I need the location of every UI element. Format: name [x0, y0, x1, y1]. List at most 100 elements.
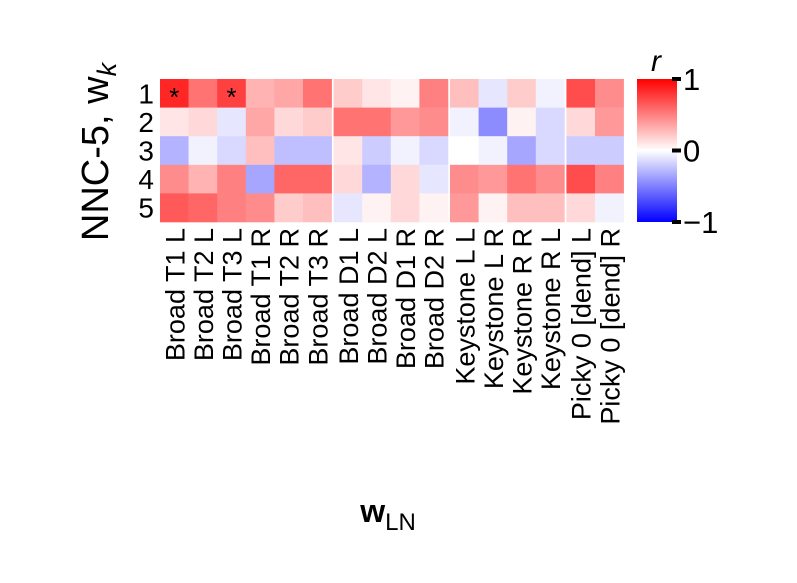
significance-marker: *: [226, 82, 236, 112]
heatmap-cell: [419, 136, 449, 166]
heatmap-cell: [274, 164, 304, 194]
heatmap-cell: [362, 164, 392, 194]
heatmap-cell: [535, 193, 565, 223]
heatmap-cell: [595, 193, 624, 223]
heatmap-cell: [535, 79, 565, 108]
colorbar-tick-label: −1: [683, 205, 718, 240]
heatmap-cell: [566, 107, 596, 137]
column-tick-label: Broad D1 L: [334, 228, 364, 365]
heatmap-cell: [217, 107, 247, 137]
heatmap-cell: [188, 193, 218, 223]
heatmap-cell: [419, 193, 449, 223]
heatmap-cell: [566, 193, 596, 223]
heatmap-cell: [507, 136, 537, 166]
heatmap-cell: [217, 164, 247, 194]
column-tick-label: Picky 0 [dend] L: [567, 228, 597, 420]
heatmap-cell: [188, 164, 218, 194]
heatmap-cell: [160, 136, 189, 166]
column-tick-label: Keystone R L: [536, 228, 566, 390]
heatmap-cell: [333, 193, 363, 223]
colorbar-label: r: [651, 45, 662, 78]
colorbar-tick-label: 1: [683, 62, 700, 97]
column-tick-label: Broad D2 L: [363, 228, 393, 365]
heatmap-cell: [390, 164, 420, 194]
heatmap-cell: [274, 193, 304, 223]
heatmap-cell: [450, 107, 479, 137]
row-tick-label: 2: [138, 107, 154, 138]
heatmap-cell: [333, 164, 363, 194]
column-tick-label: Broad T1 L: [160, 228, 190, 361]
heatmap-cell: [450, 164, 479, 194]
heatmap-cell: [245, 193, 275, 223]
heatmap-cell: [303, 164, 332, 194]
heatmap-cell: [303, 107, 332, 137]
colorbar-gradient: [637, 79, 677, 222]
heatmap-cell: [507, 79, 537, 108]
heatmap-cell: [390, 107, 420, 137]
heatmap-cell: [478, 79, 508, 108]
row-tick-label: 3: [138, 136, 154, 167]
heatmap-cell: [160, 79, 189, 108]
heatmap-cell: [595, 136, 624, 166]
column-tick-label: Broad D2 R: [420, 228, 450, 369]
heatmap-cell: [507, 193, 537, 223]
heatmap-cell: [245, 164, 275, 194]
heatmap-cell: [566, 79, 596, 108]
heatmap-cell: [478, 136, 508, 166]
column-tick-label: Picky 0 [dend] R: [595, 228, 625, 425]
heatmap-cell: [566, 136, 596, 166]
significance-marker: *: [169, 82, 179, 112]
column-tick-label: Keystone L L: [450, 228, 480, 385]
column-tick-label: Keystone L R: [479, 228, 509, 389]
column-tick-label: Broad T2 L: [189, 228, 219, 361]
heatmap-cell: [303, 136, 332, 166]
heatmap-cell: [274, 136, 304, 166]
heatmap-cell: [303, 79, 332, 108]
heatmap-cell: [160, 164, 189, 194]
heatmap-cell: [188, 79, 218, 108]
column-tick-label: Broad D1 R: [391, 228, 421, 369]
row-tick-label: 5: [138, 193, 154, 224]
heatmap-cell: [566, 164, 596, 194]
heatmap: * *: [160, 79, 624, 223]
heatmap-cell: [390, 193, 420, 223]
row-tick-label: 4: [138, 164, 154, 195]
heatmap-cell: [450, 136, 479, 166]
heatmap-cell: [188, 107, 218, 137]
heatmap-cell: [419, 107, 449, 137]
heatmap-cell: [595, 164, 624, 194]
heatmap-cell: [450, 193, 479, 223]
heatmap-cell: [160, 193, 189, 223]
heatmap-cell: [245, 136, 275, 166]
heatmap-cell: [507, 107, 537, 137]
heatmap-cell: [535, 164, 565, 194]
heatmap-cell: [419, 164, 449, 194]
heatmap-cell: [303, 193, 332, 223]
heatmap-cell: [390, 136, 420, 166]
heatmap-cell: [274, 79, 304, 108]
heatmap-cell: [274, 107, 304, 137]
heatmap-cell: [478, 164, 508, 194]
column-tick-label: Broad T1 R: [246, 228, 276, 366]
heatmap-cell: [333, 79, 363, 108]
heatmap-cell: [217, 193, 247, 223]
colorbar: r 1 0 −1: [637, 45, 718, 240]
heatmap-cell: [595, 107, 624, 137]
row-tick-label: 1: [138, 78, 154, 109]
heatmap-cell: [217, 136, 247, 166]
heatmap-cell: [362, 193, 392, 223]
column-tick-label: Broad T2 R: [275, 228, 305, 366]
heatmap-cell: [333, 136, 363, 166]
y-axis-label: NNC-5, wk: [75, 61, 122, 241]
heatmap-cell: [478, 107, 508, 137]
heatmap-cell: [419, 79, 449, 108]
heatmap-cell: [188, 136, 218, 166]
column-tick-label: Broad T3 R: [303, 228, 333, 366]
column-tick-label: Broad T3 L: [218, 228, 248, 361]
column-tick-label: Keystone R R: [508, 228, 538, 395]
heatmap-cell: [390, 79, 420, 108]
heatmap-cell: [535, 136, 565, 166]
